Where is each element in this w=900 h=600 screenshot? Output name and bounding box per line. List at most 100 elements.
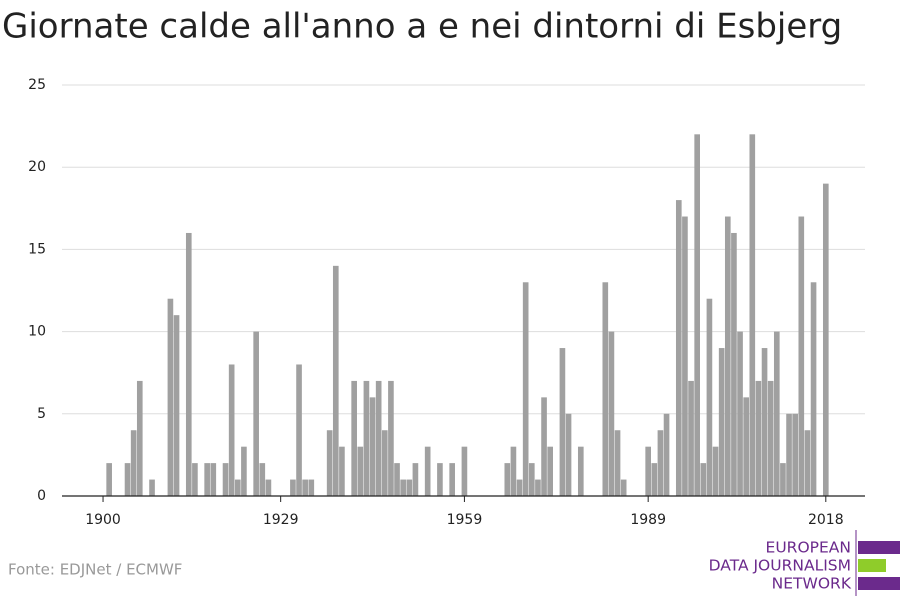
bar <box>822 183 829 496</box>
bar <box>412 463 419 496</box>
bar <box>332 265 339 496</box>
y-tick-label: 0 <box>37 488 46 504</box>
bar <box>106 463 112 496</box>
bar <box>449 463 455 496</box>
y-tick-label: 25 <box>28 77 46 93</box>
bar <box>608 331 615 496</box>
bar <box>559 348 566 496</box>
bar <box>167 298 174 496</box>
bar <box>712 446 719 496</box>
y-tick-label: 20 <box>28 159 46 175</box>
bar <box>731 232 737 496</box>
bar <box>773 331 780 496</box>
chart-title: Giornate calde all'anno a e nei dintorni… <box>2 7 842 47</box>
bar <box>541 397 547 496</box>
x-tick-label: 1929 <box>263 512 299 528</box>
bar <box>357 446 364 496</box>
source: Fonte: EDJNet / ECMWF <box>8 561 182 579</box>
bar <box>241 446 247 496</box>
bar <box>743 397 749 496</box>
bar <box>253 331 259 496</box>
bar <box>234 479 241 496</box>
bar <box>767 380 774 496</box>
x-tick-label: 1959 <box>447 512 483 528</box>
logo-text: NETWORK <box>772 575 852 593</box>
bar <box>718 348 725 496</box>
bar <box>798 216 805 496</box>
bar <box>210 463 217 496</box>
bar <box>124 463 131 496</box>
bar <box>804 430 811 496</box>
logo-text: DATA JOURNALISM <box>709 557 851 575</box>
bar <box>577 446 584 496</box>
bar <box>437 463 443 496</box>
bar <box>522 282 529 496</box>
bar <box>688 380 694 496</box>
bar <box>657 430 664 496</box>
bar <box>339 446 345 496</box>
bar <box>602 282 609 496</box>
bar <box>406 479 413 496</box>
bar <box>326 430 333 496</box>
bar <box>461 446 468 496</box>
bar <box>290 479 296 496</box>
bar <box>228 364 235 496</box>
bar <box>363 380 370 496</box>
bar <box>786 413 792 496</box>
bar <box>700 463 707 496</box>
y-tick-label: 10 <box>28 324 46 340</box>
bar <box>694 134 700 496</box>
bar <box>510 446 517 496</box>
bar <box>528 463 535 496</box>
bar <box>682 216 688 496</box>
bar <box>535 479 541 496</box>
bar <box>308 479 315 496</box>
bar <box>663 413 670 496</box>
bar <box>516 479 523 496</box>
logo-bar <box>858 541 900 554</box>
x-tick-label: 1989 <box>630 512 666 528</box>
logo-text: EUROPEAN <box>766 539 851 557</box>
bar <box>504 463 511 496</box>
logo-bar <box>858 577 900 590</box>
bar <box>737 331 743 496</box>
bar <box>724 216 731 496</box>
bar <box>675 200 682 496</box>
bar <box>614 430 621 496</box>
logo: EUROPEAN DATA JOURNALISM NETWORK <box>709 530 900 596</box>
bar <box>388 380 394 496</box>
bar <box>810 282 817 496</box>
bar <box>400 479 406 496</box>
y-tick-label: 5 <box>37 406 46 422</box>
bar <box>351 380 357 496</box>
bar <box>651 463 658 496</box>
bar <box>565 413 572 496</box>
bar <box>645 446 651 496</box>
bar <box>259 463 266 496</box>
bar <box>265 479 272 496</box>
bar <box>204 463 210 496</box>
bar <box>192 463 198 496</box>
x-tick-label: 1900 <box>85 512 121 528</box>
bar <box>755 380 762 496</box>
bar <box>792 413 798 496</box>
bar <box>381 430 388 496</box>
bar <box>185 232 192 496</box>
bar <box>149 479 155 496</box>
bar <box>173 315 180 496</box>
bar <box>780 463 786 496</box>
bar <box>761 348 768 496</box>
y-tick-label: 15 <box>28 241 46 257</box>
bar <box>620 479 627 496</box>
bar <box>749 134 756 496</box>
bar <box>222 463 229 496</box>
logo-bar <box>858 559 886 572</box>
bar <box>547 446 553 496</box>
bar <box>296 364 302 496</box>
bar <box>706 298 713 496</box>
bar <box>302 479 308 496</box>
x-tick-label: 2018 <box>808 512 844 528</box>
bar <box>136 380 143 496</box>
bar <box>394 463 400 496</box>
